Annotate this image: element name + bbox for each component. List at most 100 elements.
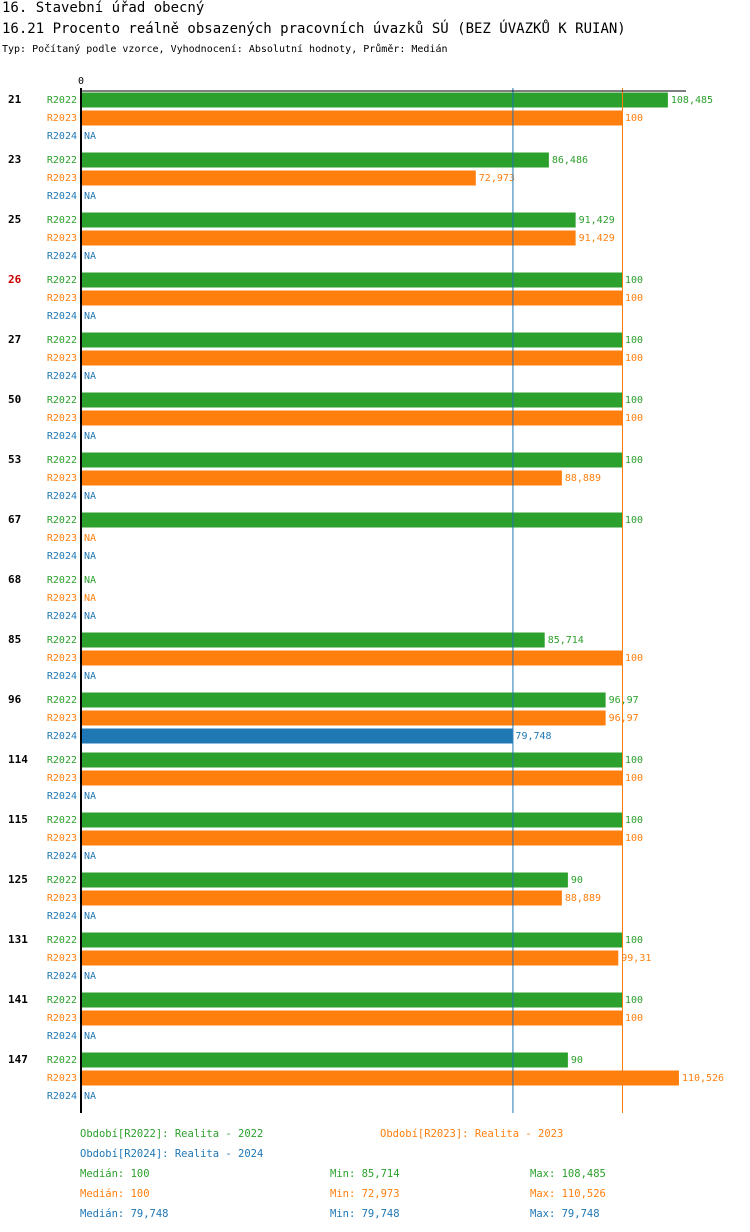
value-label-25-R2023: 91,429 [579, 233, 615, 244]
series-label-23-R2022: R2022 [47, 155, 77, 166]
series-label-115-R2024: R2024 [47, 851, 77, 862]
series-label-67-R2022: R2022 [47, 515, 77, 526]
value-label-115-R2022: 100 [625, 815, 643, 826]
bar-21-R2023 [81, 110, 622, 126]
group-label-23: 23 [8, 153, 21, 166]
series-label-147-R2023: R2023 [47, 1073, 77, 1084]
series-label-23-R2023: R2023 [47, 173, 77, 184]
series-label-131-R2022: R2022 [47, 935, 77, 946]
series-label-25-R2024: R2024 [47, 251, 77, 262]
series-label-96-R2024: R2024 [47, 731, 77, 742]
series-label-115-R2023: R2023 [47, 833, 77, 844]
group-label-67: 67 [8, 513, 21, 526]
group-label-125: 125 [8, 873, 28, 886]
value-label-50-R2023: 100 [625, 413, 643, 424]
na-label-50-R2024: NA [84, 431, 96, 442]
legend-period-r2024: Období[R2024]: Realita - 2024 [80, 1148, 264, 1160]
bar-131-R2022 [81, 932, 622, 948]
legend-max-r2022: Max: 108,485 [530, 1168, 606, 1180]
na-label-25-R2024: NA [84, 251, 96, 262]
na-label-125-R2024: NA [84, 911, 96, 922]
series-label-27-R2023: R2023 [47, 353, 77, 364]
value-label-125-R2023: 88,889 [565, 893, 601, 904]
series-label-53-R2022: R2022 [47, 455, 77, 466]
na-label-21-R2024: NA [84, 131, 96, 142]
na-label-53-R2024: NA [84, 491, 96, 502]
na-label-68-R2022: NA [84, 575, 96, 586]
value-label-50-R2022: 100 [625, 395, 643, 406]
series-label-85-R2022: R2022 [47, 635, 77, 646]
series-label-96-R2022: R2022 [47, 695, 77, 706]
series-label-67-R2024: R2024 [47, 551, 77, 562]
legend-min-r2022: Min: 85,714 [330, 1168, 400, 1180]
legend-min-r2023: Min: 72,973 [330, 1188, 400, 1200]
group-label-50: 50 [8, 393, 21, 406]
series-label-53-R2024: R2024 [47, 491, 77, 502]
series-label-114-R2022: R2022 [47, 755, 77, 766]
bar-26-R2022 [81, 272, 622, 288]
value-label-96-R2023: 96,97 [609, 713, 639, 724]
group-label-85: 85 [8, 633, 21, 646]
group-label-53: 53 [8, 453, 21, 466]
series-label-141-R2023: R2023 [47, 1013, 77, 1024]
series-label-50-R2022: R2022 [47, 395, 77, 406]
group-label-147: 147 [8, 1053, 28, 1066]
series-label-68-R2024: R2024 [47, 611, 77, 622]
bar-114-R2023 [81, 770, 622, 786]
value-label-85-R2022: 85,714 [548, 635, 584, 646]
group-label-141: 141 [8, 993, 28, 1006]
value-label-115-R2023: 100 [625, 833, 643, 844]
series-label-21-R2024: R2024 [47, 131, 77, 142]
series-label-115-R2022: R2022 [47, 815, 77, 826]
series-label-114-R2023: R2023 [47, 773, 77, 784]
value-label-53-R2023: 88,889 [565, 473, 601, 484]
series-label-68-R2022: R2022 [47, 575, 77, 586]
series-label-131-R2024: R2024 [47, 971, 77, 982]
legend-max-r2023: Max: 110,526 [530, 1188, 606, 1200]
series-label-21-R2022: R2022 [47, 95, 77, 106]
bar-26-R2023 [81, 290, 622, 306]
bar-23-R2023 [81, 170, 476, 186]
value-label-85-R2023: 100 [625, 653, 643, 664]
value-label-25-R2022: 91,429 [579, 215, 615, 226]
series-label-26-R2024: R2024 [47, 311, 77, 322]
legend-period-r2022: Období[R2022]: Realita - 2022 [80, 1128, 264, 1140]
bar-131-R2023 [81, 950, 619, 966]
bar-85-R2022 [81, 632, 545, 648]
na-label-68-R2023: NA [84, 593, 96, 604]
series-label-131-R2023: R2023 [47, 953, 77, 964]
group-label-68: 68 [8, 573, 21, 586]
group-label-27: 27 [8, 333, 21, 346]
bar-125-R2022 [81, 872, 568, 888]
bar-27-R2023 [81, 350, 622, 366]
legend-median-r2022: Medián: 100 [80, 1168, 150, 1180]
page-title: 16. Stavební úřad obecný [2, 0, 205, 16]
group-label-131: 131 [8, 933, 28, 946]
value-label-23-R2022: 86,486 [552, 155, 588, 166]
series-label-27-R2024: R2024 [47, 371, 77, 382]
value-label-147-R2022: 90 [571, 1055, 583, 1066]
legend-period-r2023: Období[R2023]: Realita - 2023 [380, 1128, 564, 1140]
value-label-125-R2022: 90 [571, 875, 583, 886]
value-label-53-R2022: 100 [625, 455, 643, 466]
axis-zero-label: 0 [78, 76, 84, 87]
series-label-50-R2024: R2024 [47, 431, 77, 442]
na-label-147-R2024: NA [84, 1091, 96, 1102]
bar-21-R2022 [81, 92, 668, 108]
bar-141-R2023 [81, 1010, 622, 1026]
series-label-85-R2024: R2024 [47, 671, 77, 682]
bar-53-R2022 [81, 452, 622, 468]
bar-96-R2023 [81, 710, 606, 726]
chart-info: Typ: Počítaný podle vzorce, Vyhodnocení:… [2, 44, 448, 55]
series-label-53-R2023: R2023 [47, 473, 77, 484]
series-label-141-R2024: R2024 [47, 1031, 77, 1042]
legend-median-r2023: Medián: 100 [80, 1188, 150, 1200]
series-label-125-R2024: R2024 [47, 911, 77, 922]
value-label-26-R2023: 100 [625, 293, 643, 304]
bar-141-R2022 [81, 992, 622, 1008]
na-label-85-R2024: NA [84, 671, 96, 682]
na-label-67-R2023: NA [84, 533, 96, 544]
na-label-141-R2024: NA [84, 1031, 96, 1042]
value-label-21-R2022: 108,485 [671, 95, 713, 106]
series-label-67-R2023: R2023 [47, 533, 77, 544]
